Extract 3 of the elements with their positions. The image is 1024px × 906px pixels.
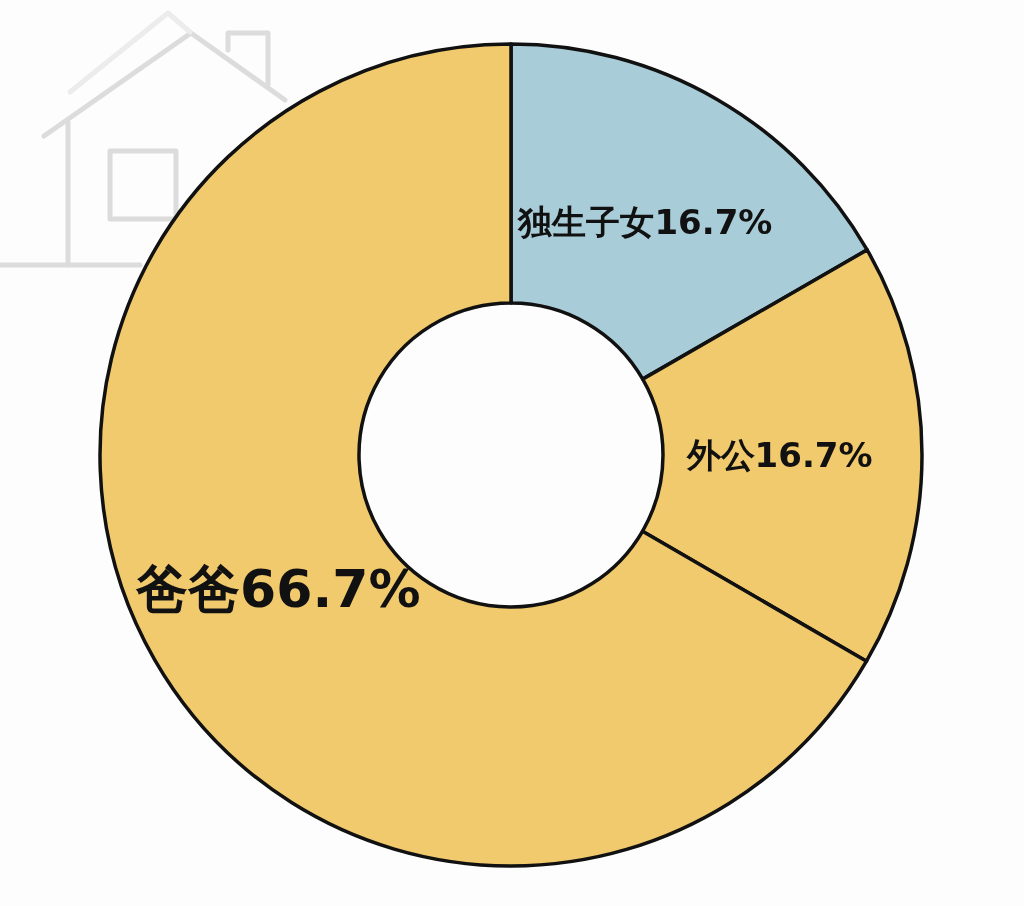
slice-label: 爸爸66.7%	[135, 559, 421, 620]
slice-label: 外公16.7%	[685, 435, 873, 476]
slice-label: 独生子女16.7%	[517, 202, 773, 243]
